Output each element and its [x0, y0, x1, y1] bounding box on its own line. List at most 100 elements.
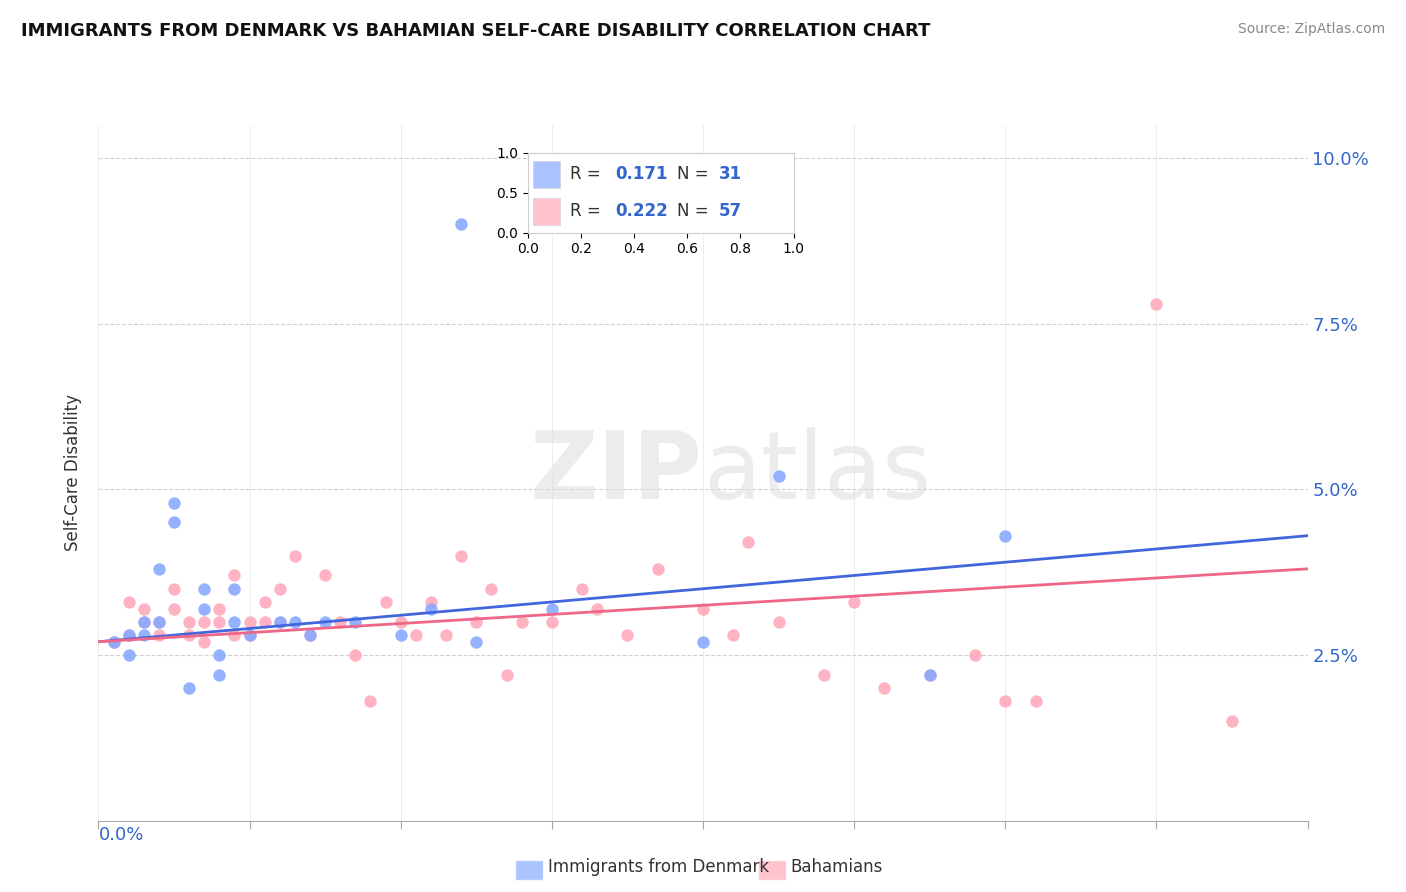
Point: [148, 615, 170, 629]
FancyBboxPatch shape: [533, 197, 560, 225]
Point: [179, 628, 201, 642]
Text: 0.222: 0.222: [616, 202, 668, 220]
Point: [647, 562, 669, 576]
Point: [918, 668, 941, 682]
Point: [965, 648, 987, 662]
Point: [284, 615, 307, 629]
Point: [132, 601, 155, 615]
Point: [692, 601, 714, 615]
Text: N =: N =: [676, 165, 713, 184]
Point: [284, 549, 307, 563]
Point: [103, 634, 125, 648]
Point: [1146, 297, 1168, 311]
Point: [586, 601, 609, 615]
Point: [269, 582, 291, 596]
Point: [118, 595, 141, 609]
Point: [329, 615, 352, 629]
Point: [132, 628, 155, 642]
Point: [208, 615, 231, 629]
Point: [118, 628, 141, 642]
Point: [163, 601, 186, 615]
Point: [813, 668, 835, 682]
Text: IMMIGRANTS FROM DENMARK VS BAHAMIAN SELF-CARE DISABILITY CORRELATION CHART: IMMIGRANTS FROM DENMARK VS BAHAMIAN SELF…: [21, 22, 931, 40]
Point: [420, 601, 443, 615]
Point: [571, 582, 593, 596]
Point: [616, 628, 638, 642]
Point: [193, 601, 215, 615]
FancyBboxPatch shape: [515, 860, 543, 880]
Text: R =: R =: [571, 165, 606, 184]
Point: [420, 595, 443, 609]
Point: [299, 628, 322, 642]
Point: [224, 615, 246, 629]
Point: [314, 615, 336, 629]
Point: [994, 694, 1017, 708]
Point: [253, 615, 276, 629]
Point: [314, 568, 336, 582]
Point: [510, 615, 533, 629]
Text: Immigrants from Denmark: Immigrants from Denmark: [548, 858, 769, 876]
Point: [481, 582, 503, 596]
Point: [118, 628, 141, 642]
Point: [692, 634, 714, 648]
Point: [873, 681, 896, 695]
Text: 31: 31: [720, 165, 742, 184]
Point: [450, 549, 472, 563]
Point: [193, 582, 215, 596]
Text: N =: N =: [676, 202, 713, 220]
Text: 0.0%: 0.0%: [98, 826, 143, 844]
Point: [737, 535, 759, 549]
Point: [163, 516, 186, 530]
Point: [541, 601, 564, 615]
Text: R =: R =: [571, 202, 606, 220]
Point: [132, 615, 155, 629]
Point: [465, 634, 488, 648]
Point: [148, 615, 170, 629]
Point: [374, 595, 396, 609]
Text: Bahamians: Bahamians: [790, 858, 883, 876]
Point: [994, 529, 1017, 543]
Point: [768, 469, 790, 483]
Point: [465, 615, 488, 629]
Point: [389, 615, 412, 629]
Point: [495, 668, 517, 682]
Point: [768, 615, 790, 629]
Point: [163, 582, 186, 596]
Point: [224, 628, 246, 642]
Point: [434, 628, 457, 642]
Point: [269, 615, 291, 629]
Point: [253, 595, 276, 609]
Point: [723, 628, 745, 642]
Point: [344, 648, 367, 662]
Text: atlas: atlas: [703, 426, 931, 519]
Point: [844, 595, 866, 609]
Point: [118, 648, 141, 662]
Point: [541, 615, 564, 629]
Point: [179, 615, 201, 629]
Point: [208, 668, 231, 682]
Point: [148, 628, 170, 642]
Point: [360, 694, 382, 708]
FancyBboxPatch shape: [758, 860, 786, 880]
Text: ZIP: ZIP: [530, 426, 703, 519]
Point: [299, 628, 322, 642]
Point: [239, 615, 262, 629]
Y-axis label: Self-Care Disability: Self-Care Disability: [65, 394, 83, 551]
Point: [389, 628, 412, 642]
Text: 57: 57: [720, 202, 742, 220]
Point: [405, 628, 427, 642]
FancyBboxPatch shape: [533, 161, 560, 188]
Point: [193, 634, 215, 648]
Point: [148, 562, 170, 576]
Point: [1025, 694, 1047, 708]
Point: [269, 615, 291, 629]
Point: [132, 615, 155, 629]
Point: [239, 628, 262, 642]
Point: [450, 217, 472, 231]
Point: [1220, 714, 1243, 729]
Point: [344, 615, 367, 629]
Point: [918, 668, 941, 682]
Point: [208, 601, 231, 615]
Point: [163, 495, 186, 509]
Point: [179, 681, 201, 695]
